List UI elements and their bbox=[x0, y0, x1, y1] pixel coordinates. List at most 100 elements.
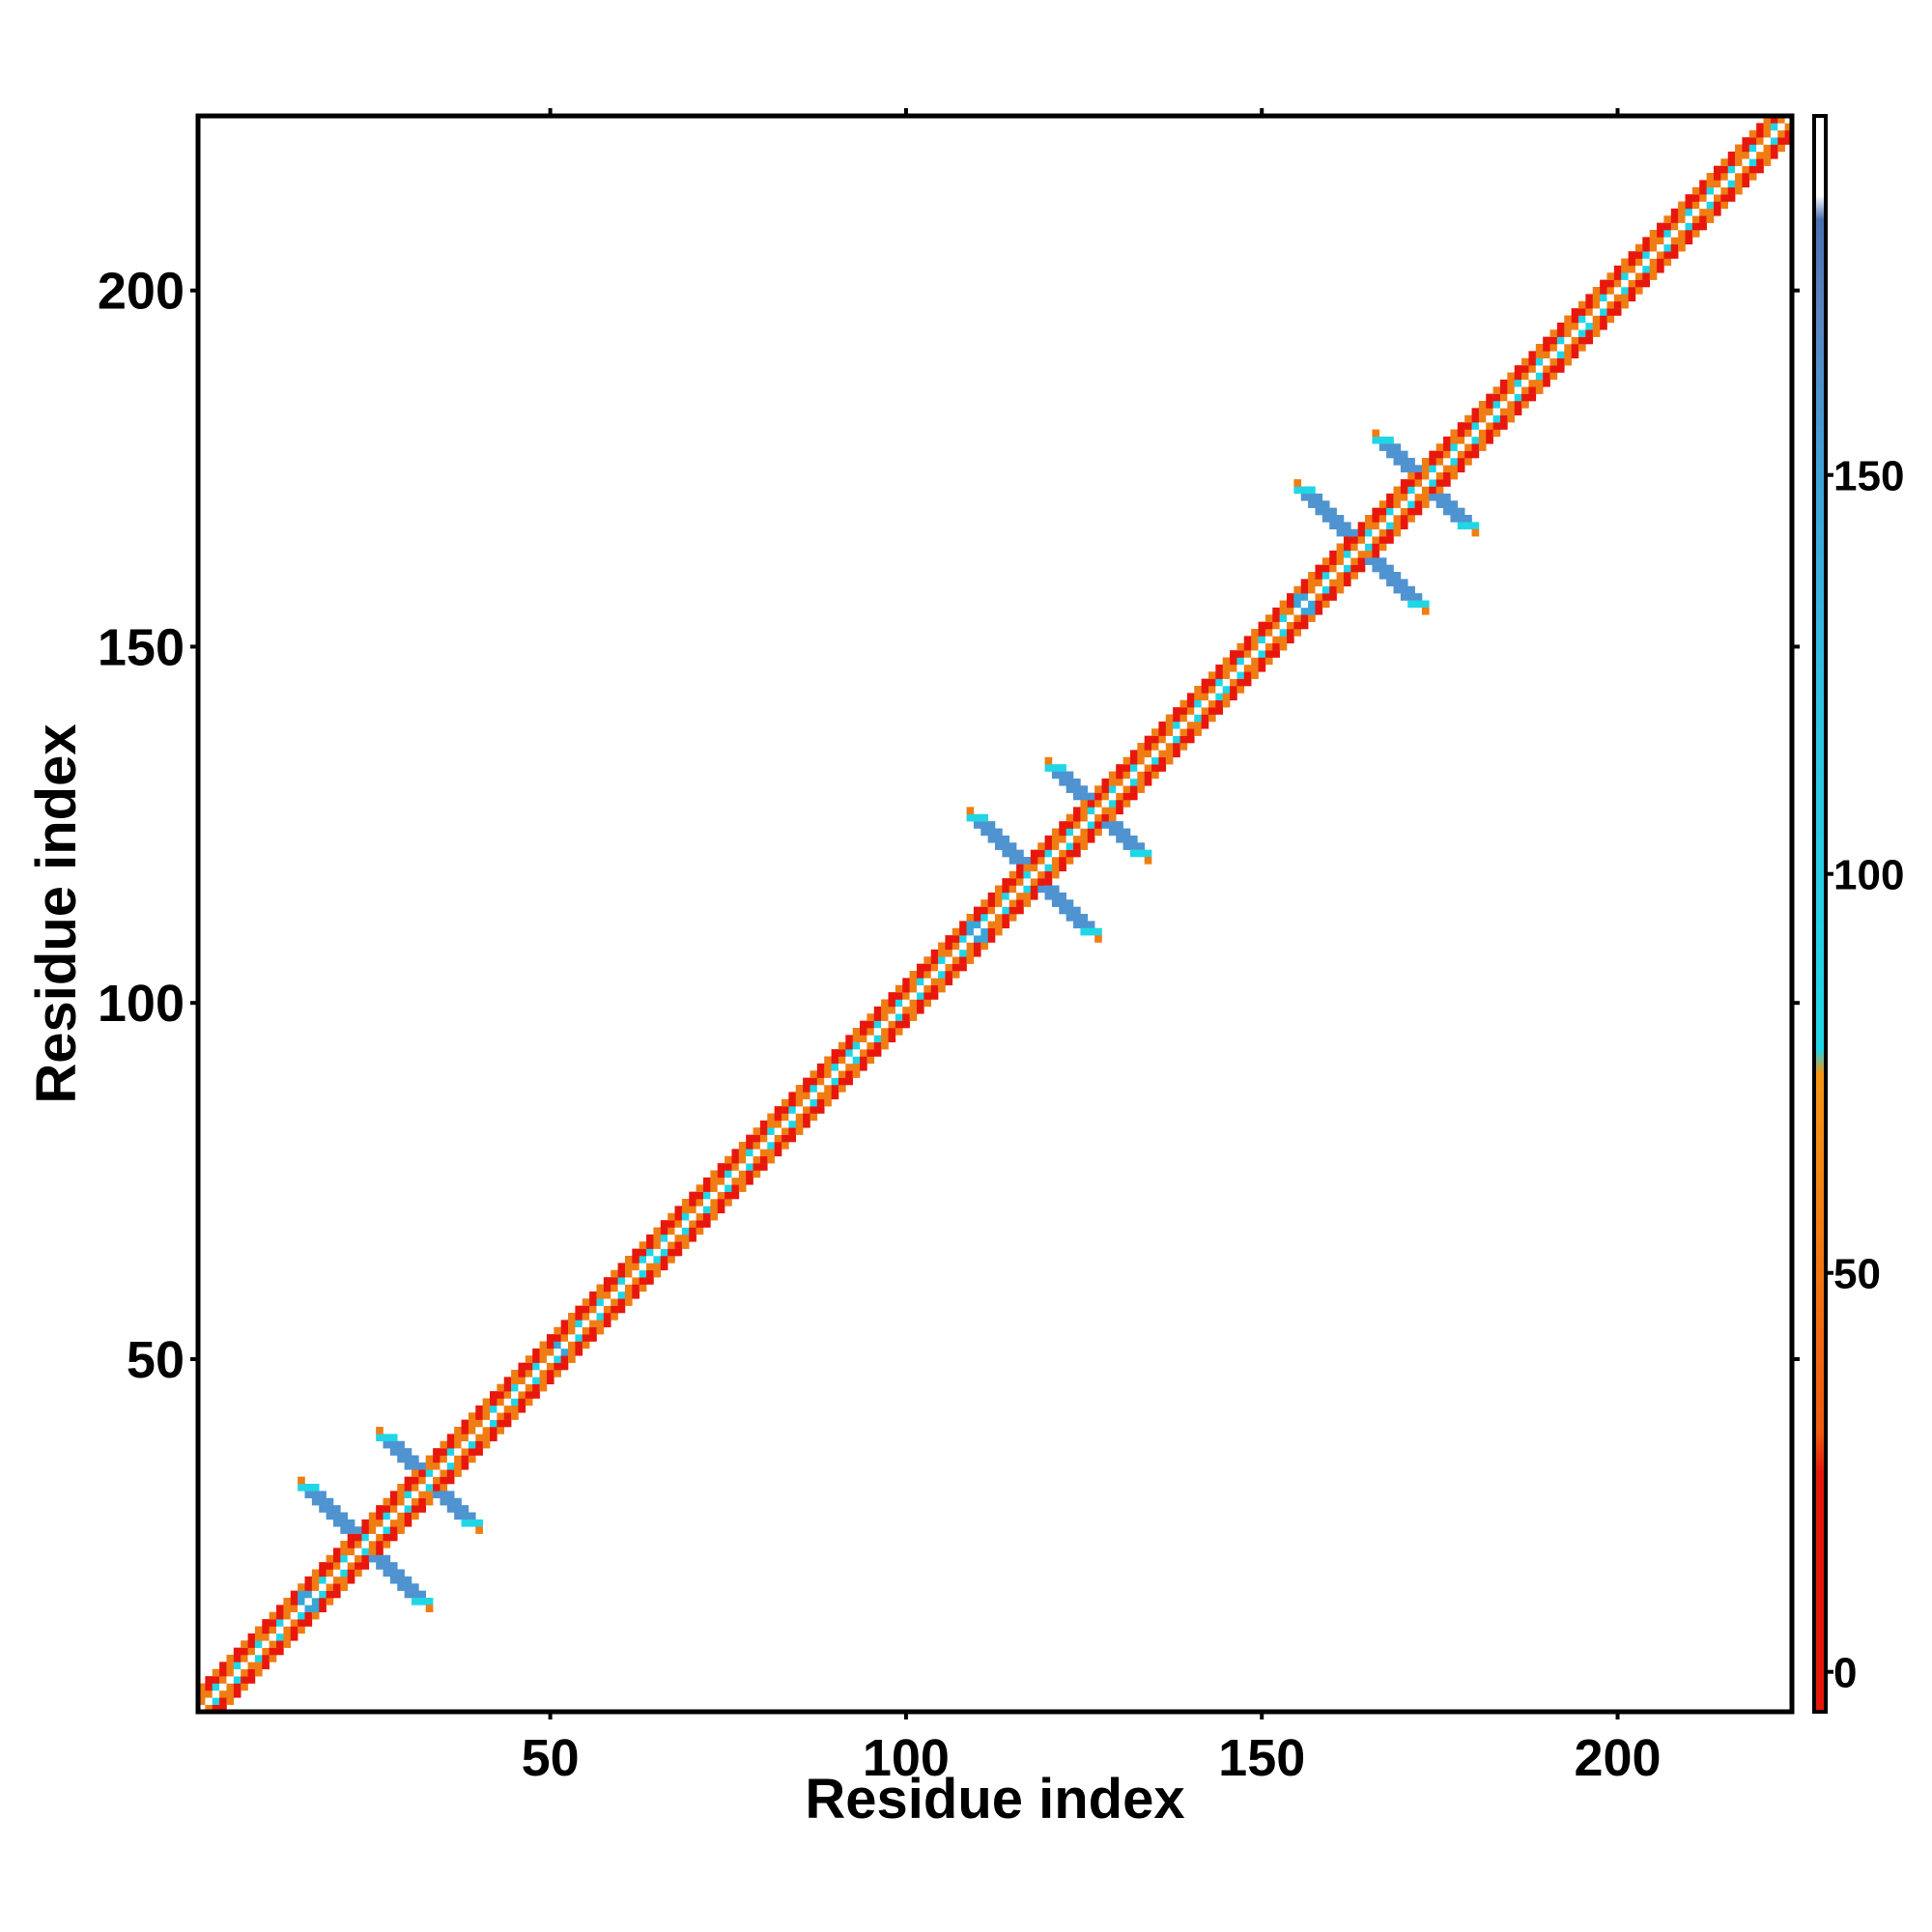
heatmap-cell bbox=[1208, 678, 1216, 687]
heatmap-cell bbox=[1321, 585, 1330, 594]
heatmap-cell bbox=[332, 1583, 341, 1591]
heatmap-cell bbox=[575, 1341, 583, 1350]
heatmap-cell bbox=[1009, 885, 1017, 894]
heatmap-cell bbox=[916, 978, 924, 986]
heatmap-cell bbox=[966, 935, 975, 943]
heatmap-cell bbox=[560, 1355, 569, 1363]
heatmap-cell bbox=[1108, 813, 1117, 822]
heatmap-cell bbox=[532, 1377, 540, 1385]
heatmap-cell bbox=[902, 978, 910, 986]
heatmap-cell bbox=[347, 1569, 355, 1577]
heatmap-cell bbox=[368, 1554, 377, 1563]
heatmap-cell bbox=[1372, 557, 1380, 565]
heatmap-cell bbox=[653, 1241, 662, 1249]
heatmap-cell bbox=[845, 1035, 853, 1043]
heatmap-cell bbox=[710, 1199, 719, 1207]
heatmap-cell bbox=[1699, 208, 1707, 216]
heatmap-cell bbox=[446, 1440, 455, 1449]
heatmap-cell bbox=[1030, 870, 1038, 879]
heatmap-cell bbox=[539, 1341, 548, 1350]
heatmap-cell bbox=[411, 1462, 419, 1470]
heatmap-cell bbox=[795, 1092, 804, 1100]
heatmap-cell bbox=[1094, 927, 1102, 936]
heatmap-cell bbox=[759, 1127, 768, 1135]
heatmap-cell bbox=[1122, 828, 1131, 837]
heatmap-cell bbox=[1642, 251, 1650, 259]
heatmap-cell bbox=[759, 1163, 768, 1171]
heatmap-cell bbox=[311, 1576, 320, 1584]
heatmap-cell bbox=[1770, 151, 1778, 159]
heatmap-cell bbox=[1678, 201, 1686, 210]
heatmap-cell bbox=[952, 956, 960, 964]
heatmap-cell bbox=[1108, 800, 1117, 808]
heatmap-cell bbox=[952, 927, 960, 936]
heatmap-cell bbox=[1777, 123, 1785, 131]
heatmap-cell bbox=[696, 1220, 704, 1228]
heatmap-cell bbox=[1713, 186, 1721, 195]
heatmap-cell bbox=[973, 942, 981, 951]
heatmap-cell bbox=[525, 1377, 533, 1385]
heatmap-cell bbox=[1251, 629, 1259, 637]
heatmap-cell bbox=[518, 1383, 526, 1392]
heatmap-cell bbox=[1486, 429, 1493, 438]
heatmap-cell bbox=[1414, 600, 1423, 609]
heatmap-cell bbox=[973, 906, 981, 915]
heatmap-cell bbox=[1357, 528, 1366, 537]
heatmap-cell bbox=[596, 1326, 605, 1335]
heatmap-cell bbox=[1685, 208, 1693, 216]
heatmap-cell bbox=[1023, 857, 1032, 865]
heatmap-cell bbox=[746, 1149, 753, 1157]
heatmap-cell bbox=[1016, 885, 1024, 894]
heatmap-cell bbox=[1122, 835, 1131, 843]
heatmap-cell bbox=[696, 1191, 704, 1200]
heatmap-cell bbox=[1478, 414, 1487, 423]
heatmap-cell bbox=[873, 1013, 882, 1021]
heatmap-cell bbox=[355, 1554, 362, 1563]
heatmap-cell bbox=[973, 821, 981, 829]
heatmap-cell bbox=[554, 1334, 561, 1342]
heatmap-cell bbox=[1065, 813, 1074, 822]
heatmap-cell bbox=[710, 1184, 719, 1192]
heatmap-cell bbox=[355, 1562, 362, 1570]
heatmap-cell bbox=[1087, 813, 1095, 822]
heatmap-cell bbox=[1279, 614, 1288, 622]
heatmap-cell bbox=[1158, 728, 1167, 736]
heatmap-cell bbox=[326, 1583, 334, 1591]
heatmap-cell bbox=[376, 1512, 384, 1520]
heatmap-cell bbox=[560, 1348, 569, 1356]
heatmap-cell bbox=[774, 1127, 782, 1135]
heatmap-cell bbox=[1137, 750, 1145, 758]
heatmap-cell bbox=[1670, 222, 1679, 231]
heatmap-cell bbox=[1600, 279, 1607, 288]
heatmap-cell bbox=[702, 1191, 711, 1200]
heatmap-cell bbox=[1208, 693, 1216, 701]
heatmap-cell bbox=[838, 1077, 846, 1086]
heatmap-cell bbox=[632, 1291, 639, 1299]
heatmap-cell bbox=[1080, 800, 1089, 808]
heatmap-cell bbox=[596, 1298, 605, 1306]
heatmap-cell bbox=[1372, 507, 1380, 516]
heatmap-cell bbox=[1080, 828, 1089, 837]
heatmap-cell bbox=[1194, 714, 1202, 723]
heatmap-cell bbox=[909, 978, 918, 986]
heatmap-cell bbox=[1343, 564, 1351, 573]
heatmap-cell bbox=[1735, 186, 1743, 195]
heatmap-cell bbox=[1080, 921, 1089, 929]
heatmap-cell bbox=[1735, 180, 1743, 188]
heatmap-cell bbox=[1556, 357, 1565, 366]
heatmap-cell bbox=[1414, 465, 1423, 473]
heatmap-cell bbox=[1087, 835, 1095, 843]
heatmap-cell bbox=[1578, 300, 1586, 309]
heatmap-cell bbox=[916, 999, 924, 1008]
heatmap-cell bbox=[1386, 564, 1394, 573]
heatmap-cell bbox=[810, 1113, 818, 1122]
heatmap-cell bbox=[1365, 550, 1373, 558]
heatmap-cell bbox=[1030, 878, 1038, 886]
heatmap-cell bbox=[361, 1548, 370, 1556]
heatmap-cell bbox=[589, 1334, 597, 1342]
heatmap-cell bbox=[539, 1348, 548, 1356]
heatmap-cell bbox=[241, 1647, 248, 1656]
heatmap-cell bbox=[525, 1355, 533, 1363]
heatmap-cell bbox=[717, 1191, 725, 1200]
heatmap-cell bbox=[383, 1562, 391, 1570]
